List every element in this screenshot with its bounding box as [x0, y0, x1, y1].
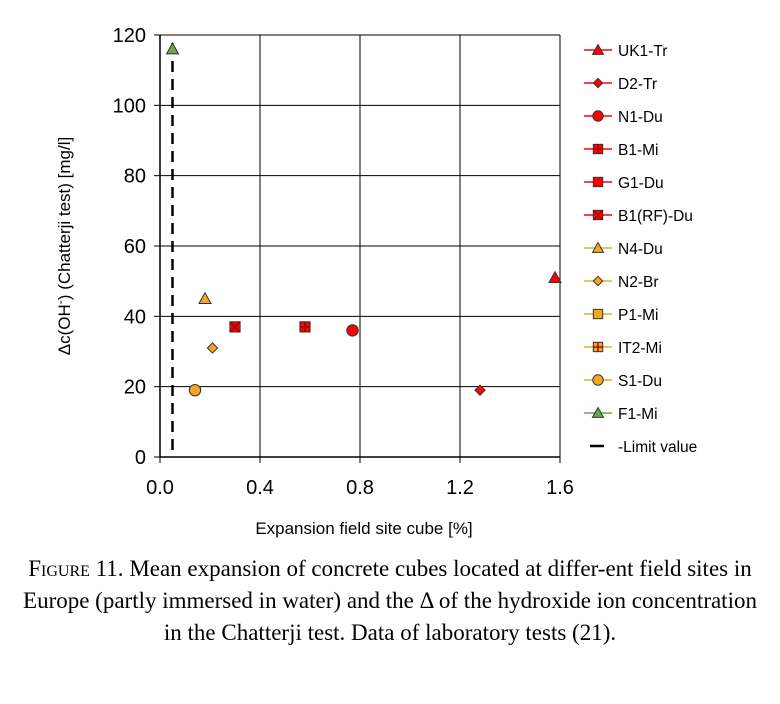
y-tick-label: 0 [135, 447, 146, 469]
x-tick-label: 0.0 [146, 477, 174, 499]
data-point [548, 270, 562, 283]
series-d2-tr [474, 384, 486, 396]
series-n1-du [346, 324, 359, 337]
legend-item: IT2-Mi [584, 340, 662, 357]
marker-circle [592, 110, 604, 122]
data-point [206, 342, 219, 354]
legend-label: N4-Du [618, 241, 663, 258]
marker-triangle [198, 291, 212, 305]
y-tick-label: 100 [113, 95, 146, 117]
marker-triangle [591, 43, 605, 55]
y-tick-label: 80 [124, 166, 146, 188]
chart-legend: UK1-Tr D2-Tr N1-Du B1-Mi G1-Du B1(RF)-Du N4-Du… [584, 43, 697, 456]
legend-item: N2-Br [584, 274, 658, 291]
series-n4-du [198, 291, 212, 305]
x-tick-label: 1.6 [546, 477, 574, 499]
data-point [346, 324, 359, 337]
legend-item: UK1-Tr [584, 43, 667, 60]
plot-area: 0.0 0.4 0.8 1.2 1.6 0 20 40 60 80 100 120 Expansion … [53, 25, 574, 538]
marker-x-b [229, 321, 241, 333]
legend-label: G1-Du [618, 175, 664, 192]
legend-label: UK1-Tr [618, 43, 667, 60]
figure-label: Figure 11. [28, 556, 124, 581]
x-axis-title: Expansion field site cube [%] [255, 519, 472, 538]
series-s1-du [188, 383, 202, 397]
marker-square [592, 308, 604, 320]
legend-label: N2-Br [618, 274, 658, 291]
series-f1-mi [165, 42, 180, 55]
marker-diamond [206, 342, 219, 354]
legend-label: B1(RF)-Du [618, 208, 693, 225]
legend-item: N1-Du [584, 109, 663, 126]
legend-label: S1-Du [618, 373, 662, 390]
legend-item: P1-Mi [584, 307, 658, 324]
marker-triangle [548, 270, 562, 283]
series-b1-mi [299, 321, 311, 333]
y-axis-title: Δc(OH-) (Chatterji test) [mg/l] [53, 137, 74, 355]
marker-triangle [591, 241, 605, 253]
y-tick-label: 60 [124, 236, 146, 258]
data-point [229, 321, 241, 333]
marker-diamond [592, 77, 604, 89]
marker-diamond [592, 275, 604, 287]
x-tick-label: 1.2 [446, 477, 474, 499]
marker-circle [188, 383, 202, 397]
legend-label: -Limit value [618, 439, 697, 456]
legend-item: B1-Mi [584, 142, 658, 159]
marker-triangle [591, 406, 605, 418]
legend-item: S1-Du [584, 373, 662, 390]
legend-label: F1-Mi [618, 406, 658, 423]
legend-item: F1-Mi [584, 406, 658, 423]
marker-circle [346, 324, 359, 337]
marker-square [592, 176, 604, 188]
legend-item: -Limit value [590, 439, 697, 456]
series-b1-rf-du [229, 321, 241, 333]
marker-diamond [474, 384, 486, 396]
legend-item: D2-Tr [584, 76, 657, 93]
y-tick-label: 20 [124, 377, 146, 399]
data-point [198, 291, 212, 305]
series-uk1-tr [548, 270, 562, 283]
marker-circle [592, 374, 604, 386]
y-tick-label: 120 [113, 25, 146, 47]
data-point [165, 42, 180, 55]
data-point [474, 384, 486, 396]
legend-label: P1-Mi [618, 307, 658, 324]
marker-x-b [592, 209, 604, 221]
legend-label: IT2-Mi [618, 340, 662, 357]
legend-item: B1(RF)-Du [584, 208, 693, 225]
legend-label: B1-Mi [618, 142, 658, 159]
data-point [188, 383, 202, 397]
series-n2-br [206, 342, 219, 354]
x-tick-label: 0.8 [346, 477, 374, 499]
figure-caption: Figure 11. Mean expansion of concrete cu… [20, 553, 760, 649]
caption-text: Mean expansion of concrete cubes located… [23, 556, 757, 645]
x-tick-label: 0.4 [246, 477, 274, 499]
legend-label: D2-Tr [618, 76, 657, 93]
marker-triangle [165, 42, 180, 55]
data-point [299, 321, 311, 333]
legend-item: N4-Du [584, 241, 663, 258]
legend-label: N1-Du [618, 109, 663, 126]
y-tick-label: 40 [124, 306, 146, 328]
scatter-chart: 0.0 0.4 0.8 1.2 1.6 0 20 40 60 80 100 120 Expansion … [53, 25, 697, 538]
legend-item: G1-Du [584, 175, 664, 192]
